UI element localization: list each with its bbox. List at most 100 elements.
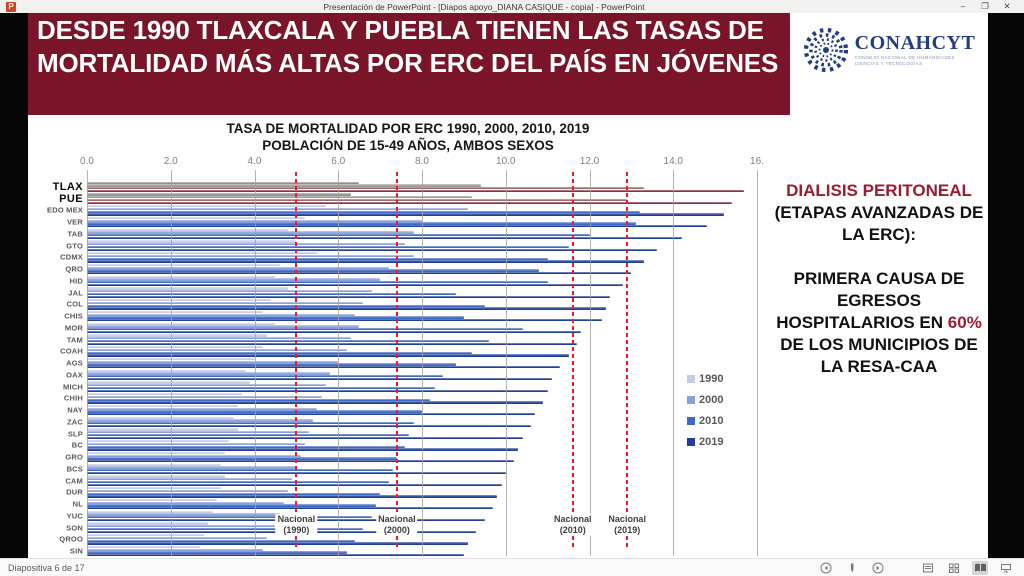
category-label: COL	[66, 299, 83, 309]
category-label: VER	[66, 217, 83, 227]
bar-2010	[87, 222, 636, 225]
bar-2010	[87, 187, 644, 190]
bar-1990	[87, 299, 272, 302]
bar-2019	[87, 389, 548, 392]
x-axis-tick-label: 2.0	[163, 156, 178, 167]
close-button[interactable]: ✕	[1003, 1, 1011, 11]
bar-2000	[87, 536, 268, 540]
body-text: PRIMERA CAUSA DE EGRESOS HOSPITALARIOS E…	[776, 269, 965, 332]
bar-2010	[87, 316, 464, 319]
bar-2000	[87, 419, 314, 422]
category-label: EDO MEX	[47, 205, 83, 215]
bar-1990	[87, 252, 318, 255]
legend-item-2000: 2000	[687, 394, 723, 406]
x-axis-tick-label: 16.	[750, 156, 764, 167]
bar-2019	[87, 448, 519, 451]
window-title: Presentación de PowerPoint - [Diapos apo…	[323, 1, 645, 12]
slide-indicator: Diapositiva 6 de 17	[8, 562, 85, 573]
national-reference-label: Nacional (2010)	[551, 514, 594, 536]
chart-row: JAL	[68, 287, 757, 299]
bar-2000	[87, 196, 473, 199]
bar-1990	[87, 216, 305, 220]
bar-2010	[87, 351, 473, 354]
bar-2019	[87, 248, 657, 251]
minimize-button[interactable]: –	[960, 1, 966, 11]
chart-row: CAM	[65, 475, 757, 487]
category-label: OAX	[66, 370, 83, 380]
chart-row: TAM	[67, 334, 757, 346]
bar-2019	[87, 295, 611, 298]
bar-2000	[87, 243, 406, 246]
category-label: JAL	[68, 288, 83, 298]
chart-row: ZAC	[67, 416, 757, 428]
bar-2019	[87, 201, 732, 204]
gridline	[505, 170, 507, 556]
bar-2000	[87, 360, 339, 363]
bar-2010	[87, 375, 443, 378]
bar-2000	[87, 348, 347, 352]
national-reference-label: Nacional (2000)	[376, 514, 418, 536]
chart-row: QRO	[65, 263, 757, 275]
bar-2010	[87, 527, 364, 531]
bar-2019	[87, 401, 544, 404]
powerpoint-app-icon[interactable]: P	[6, 1, 16, 12]
mortality-bar-chart: TLAX PUE EDO MEX VER TAB GTO CDMX QRO HID JAL COL C…	[47, 170, 758, 557]
bar-2010	[87, 445, 406, 448]
category-label: CDMX	[60, 252, 83, 262]
next-slide-button[interactable]	[870, 561, 886, 575]
bar-1990	[87, 310, 263, 314]
category-label: TLAX	[52, 180, 83, 193]
presentation-area: DESDE 1990 TLAXCALA Y PUEBLA TIENEN LAS …	[0, 13, 1024, 558]
bar-2019	[87, 260, 644, 263]
pen-annotation-button[interactable]	[844, 561, 860, 575]
bar-2019	[87, 424, 531, 428]
gridline	[757, 170, 758, 556]
gridline	[422, 170, 423, 556]
normal-view-button[interactable]	[920, 561, 936, 575]
bar-2000	[87, 407, 318, 410]
chart-row: PUE	[59, 193, 757, 205]
category-label: AGS	[66, 358, 83, 368]
slide-sorter-view-button[interactable]	[946, 561, 962, 575]
bar-2019	[87, 495, 498, 498]
bar-2010	[87, 292, 456, 296]
chart-row: COAH	[60, 346, 757, 358]
slideshow-view-button[interactable]	[998, 561, 1014, 575]
bar-2010	[87, 328, 523, 331]
bar-2010	[87, 492, 381, 495]
restore-button[interactable]: ❐	[981, 1, 989, 11]
gridline	[589, 170, 591, 556]
bar-2010	[87, 339, 489, 343]
bar-2000	[87, 501, 284, 504]
national-reference-label: Nacional (1990)	[275, 514, 318, 536]
bar-2000	[87, 372, 330, 375]
bar-2010	[87, 469, 393, 472]
chart-row: CHIH	[64, 393, 757, 405]
chart-row: HID	[69, 275, 757, 287]
chart-row: OAX	[66, 369, 757, 381]
bar-1990	[87, 522, 209, 525]
category-label: HID	[69, 276, 83, 286]
chart-row: BC	[72, 440, 757, 452]
category-label: MOR	[64, 323, 83, 333]
bar-2010	[87, 269, 540, 272]
bar-2019	[87, 330, 582, 334]
bar-2019	[87, 319, 603, 322]
bar-1990	[87, 534, 205, 537]
bar-2019	[87, 307, 607, 310]
bar-2019	[87, 213, 724, 216]
bar-1990	[87, 193, 351, 196]
bar-2019	[87, 236, 682, 240]
category-label: BCS	[66, 464, 83, 474]
previous-slide-button[interactable]	[818, 561, 834, 575]
bar-2010	[87, 422, 414, 425]
bar-2010	[87, 245, 569, 249]
bar-2010	[87, 457, 397, 460]
x-axis-tick-label: 0.0	[80, 156, 94, 167]
bar-1990	[87, 205, 326, 208]
bar-2000	[87, 184, 481, 187]
bar-1990	[87, 475, 226, 478]
reading-view-button[interactable]	[972, 560, 988, 575]
legend-label: 1990	[699, 373, 724, 385]
